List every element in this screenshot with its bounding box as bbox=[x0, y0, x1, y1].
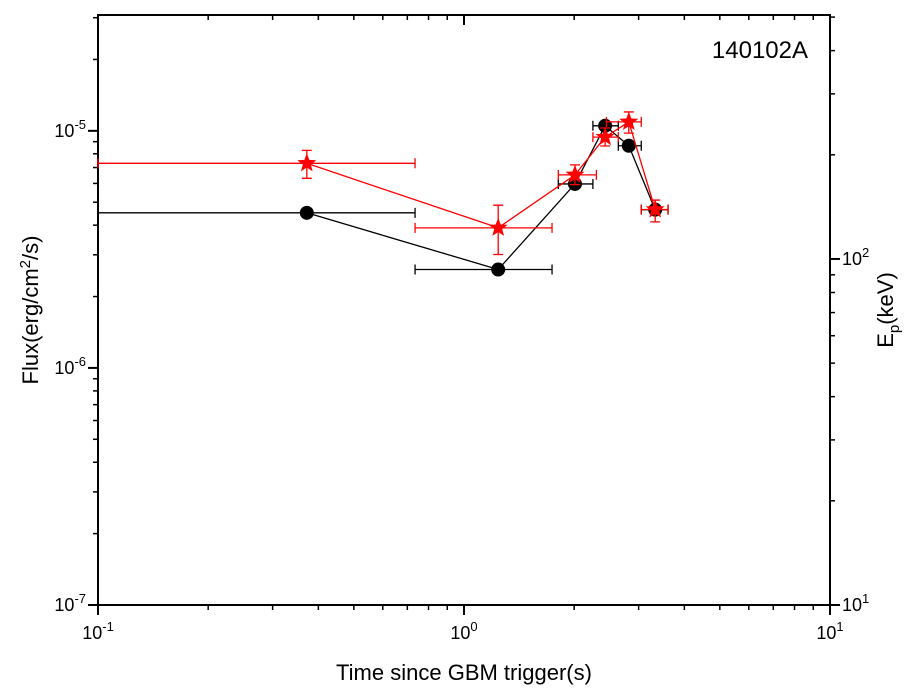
tick-base: 10 bbox=[54, 595, 74, 615]
tick-base: 10 bbox=[54, 121, 74, 141]
y2-axis-title: Ep(keV) bbox=[873, 272, 903, 348]
circle-marker bbox=[299, 205, 314, 220]
y-title-sup: 2 bbox=[17, 260, 34, 268]
tick-base: 10 bbox=[54, 358, 74, 378]
tick-exponent: -7 bbox=[74, 591, 86, 606]
series-line bbox=[306, 124, 656, 271]
tick-exponent: 0 bbox=[470, 619, 477, 634]
x-error-bar bbox=[414, 264, 553, 275]
circle-marker bbox=[621, 138, 636, 153]
star-marker bbox=[595, 127, 615, 146]
star-marker bbox=[297, 153, 317, 172]
star-marker bbox=[619, 111, 639, 130]
tick-label: 10-7 bbox=[54, 591, 86, 615]
tick-base: 10 bbox=[842, 595, 862, 615]
tick-exponent: 1 bbox=[862, 591, 869, 606]
series-line bbox=[306, 120, 656, 229]
tick-exponent: -5 bbox=[74, 117, 86, 132]
annotation: 140102A bbox=[712, 37, 808, 64]
y2-title-sub: p bbox=[886, 325, 903, 333]
plot-frame bbox=[97, 14, 831, 606]
star-marker bbox=[488, 217, 508, 236]
tick-label: 100 bbox=[450, 619, 477, 643]
tick-base: 10 bbox=[816, 623, 836, 643]
x-error-bar bbox=[97, 207, 416, 218]
tick-label: 101 bbox=[816, 619, 843, 643]
tick-exponent: 2 bbox=[862, 245, 869, 260]
tick-label: 10-6 bbox=[54, 354, 86, 378]
circle-marker bbox=[491, 262, 506, 277]
y-title-text: Flux(erg/cm bbox=[18, 268, 43, 384]
x-error-bar bbox=[97, 158, 416, 169]
tick-exponent: -6 bbox=[74, 354, 86, 369]
tick-label: 101 bbox=[842, 591, 869, 615]
x-error-bar bbox=[414, 222, 553, 233]
y-axis-title: Flux(erg/cm2/s) bbox=[17, 236, 43, 385]
tick-base: 10 bbox=[842, 249, 862, 269]
star-marker bbox=[565, 164, 585, 183]
x-axis-title: Time since GBM trigger(s) bbox=[336, 660, 592, 685]
tick-label: 10-1 bbox=[82, 619, 114, 643]
tick-label: 102 bbox=[842, 245, 869, 269]
tick-exponent: -1 bbox=[102, 619, 114, 634]
tick-base: 10 bbox=[450, 623, 470, 643]
y2-title-tail: (keV) bbox=[873, 272, 898, 325]
tick-label: 10-5 bbox=[54, 117, 86, 141]
y-title-tail: /s) bbox=[18, 236, 43, 260]
tick-exponent: 1 bbox=[836, 619, 843, 634]
tick-base: 10 bbox=[82, 623, 102, 643]
y2-title-text: E bbox=[873, 333, 898, 348]
star-marker bbox=[645, 199, 665, 218]
